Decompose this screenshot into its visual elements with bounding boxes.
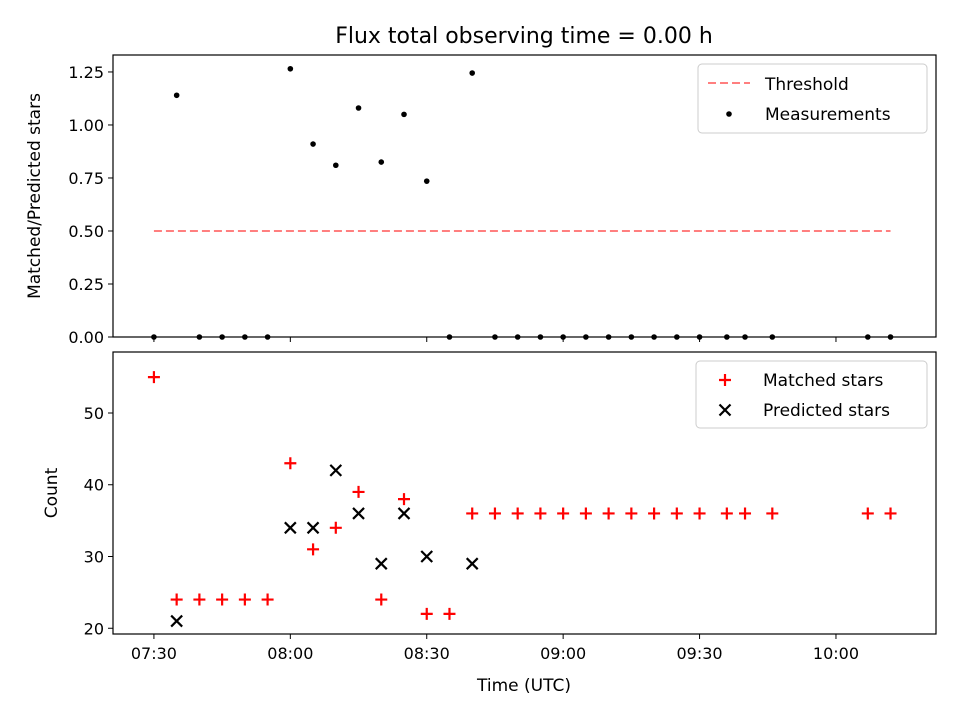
legend-predicted-label: Predicted stars — [763, 401, 890, 421]
x-tick-label: 09:30 — [677, 644, 723, 663]
x-tick-label: 08:30 — [404, 644, 450, 663]
legend-threshold-label: Threshold — [764, 75, 849, 95]
x-tick-label: 07:30 — [131, 644, 177, 663]
bottom-chart-xlabel: Time (UTC) — [476, 676, 571, 696]
y-tick-label: 50 — [84, 404, 104, 423]
measurement-point — [174, 92, 180, 98]
y-tick-label: 30 — [84, 548, 104, 567]
legend-measurements-swatch — [726, 111, 732, 117]
bottom-chart-legend: Matched stars Predicted stars — [696, 361, 927, 428]
y-tick-label: 0.00 — [68, 328, 104, 347]
measurement-point — [333, 162, 339, 168]
measurement-point — [401, 112, 407, 118]
measurement-point — [288, 66, 294, 72]
x-tick-label: 09:00 — [540, 644, 586, 663]
figure: Flux total observing time = 0.00 h Match… — [0, 0, 960, 720]
y-tick-label: 1.00 — [68, 116, 104, 135]
measurement-point — [424, 178, 430, 184]
top-chart-legend: Threshold Measurements — [698, 64, 927, 133]
y-tick-label: 40 — [84, 476, 104, 495]
y-tick-label: 0.25 — [68, 275, 104, 294]
measurement-point — [378, 159, 384, 165]
top-chart-title: Flux total observing time = 0.00 h — [335, 24, 713, 49]
measurement-point — [310, 141, 316, 147]
x-tick-label: 08:00 — [267, 644, 313, 663]
bottom-chart-ylabel: Count — [42, 467, 62, 518]
y-tick-label: 1.25 — [68, 63, 104, 82]
legend-matched-label: Matched stars — [763, 371, 883, 391]
x-tick-label: 10:00 — [813, 644, 859, 663]
y-tick-label: 0.75 — [68, 169, 104, 188]
y-tick-label: 0.50 — [68, 222, 104, 241]
top-chart-ylabel: Matched/Predicted stars — [25, 93, 45, 299]
measurement-point — [469, 70, 475, 76]
measurement-point — [356, 105, 362, 111]
y-tick-label: 20 — [84, 619, 104, 638]
legend-measurements-label: Measurements — [765, 105, 891, 125]
